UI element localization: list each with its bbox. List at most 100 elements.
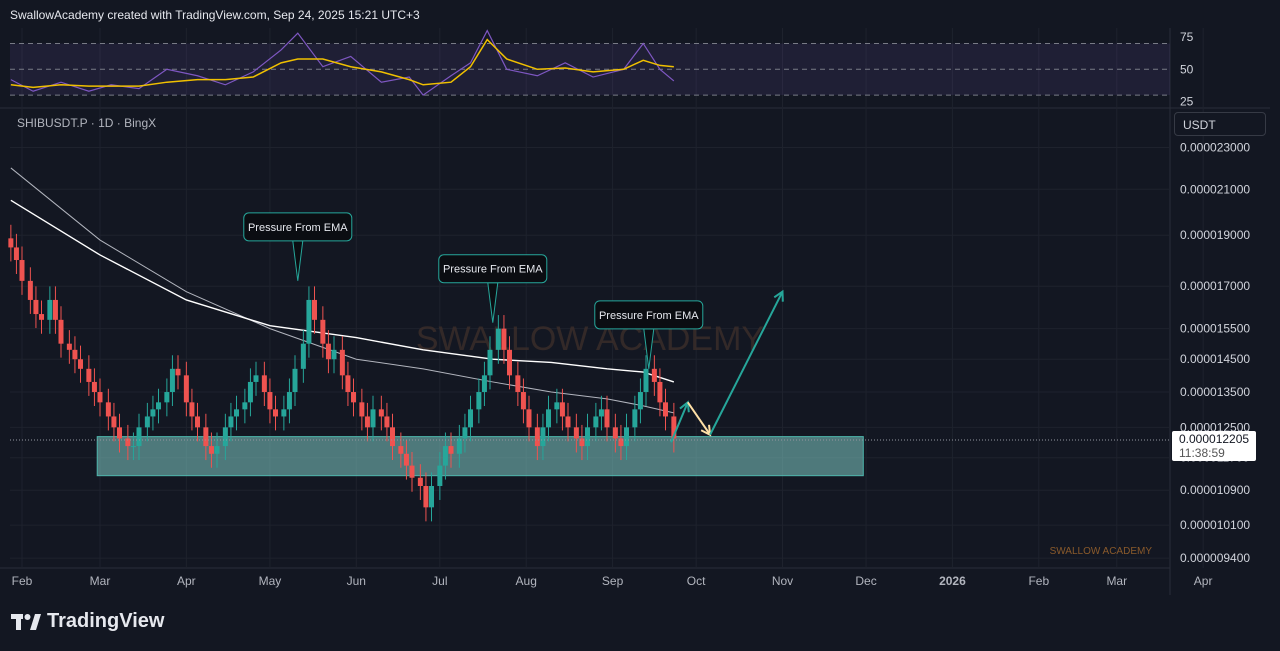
candle-body [195, 416, 200, 428]
callout-box [438, 254, 548, 284]
candle-body [370, 409, 376, 428]
time-tick-label: Apr [177, 574, 196, 588]
candle-body [462, 427, 468, 439]
candle-body [228, 416, 234, 428]
candle-body [125, 438, 131, 447]
candle-body [534, 427, 540, 447]
time-tick-label: Mar [1106, 574, 1127, 588]
time-axis[interactable]: Feb Mar Apr May Jun Jul Aug Sep Oct Nov Dec 2026 Feb… [12, 574, 1213, 588]
candle-body [657, 381, 663, 403]
candle-body [222, 427, 228, 447]
price-tick-label: 0.000010100 [1180, 518, 1250, 532]
candle-body [573, 427, 579, 439]
candle-body [66, 343, 72, 350]
candle-body [292, 368, 298, 393]
price-tick-label: 0.000010900 [1180, 483, 1250, 497]
rsi_ma-line [10, 38, 674, 89]
candle-body [671, 416, 677, 439]
callout-box [243, 212, 353, 242]
candle-body [47, 299, 53, 320]
rsi-indicator [10, 29, 1170, 96]
candle-body [300, 343, 306, 369]
candle-body [130, 446, 136, 448]
candle-body [33, 299, 39, 315]
candle-body [111, 416, 117, 428]
candle-body [52, 299, 58, 320]
candle-body [487, 349, 493, 376]
candle-body [169, 368, 175, 393]
candle-body [13, 247, 19, 261]
candle-body [364, 416, 370, 428]
candle-body [468, 409, 473, 428]
current-price-tag: 0.000012205 11:38:59 [1172, 431, 1256, 461]
candle-body [208, 446, 214, 454]
rsi-axis: 75 50 25 [1180, 30, 1194, 109]
candle-body [306, 299, 312, 344]
candle-body [585, 427, 590, 447]
candle-body [144, 416, 150, 428]
currency-button[interactable]: USDT [1174, 112, 1266, 136]
center-watermark: SWALLOW ACADEMY [416, 320, 764, 358]
candle-body [359, 402, 365, 417]
projection-pullback-arrow [686, 401, 711, 436]
candle-body [234, 409, 239, 417]
candle-body [378, 409, 384, 417]
rsi-tick-label: 25 [1180, 95, 1194, 109]
candle-body [156, 402, 161, 410]
projection-up-arrow [670, 401, 689, 443]
candle-body [507, 349, 512, 376]
callout-pointer [292, 240, 304, 281]
symbol-label[interactable]: SHIBUSDT.P · 1D · BingX [17, 116, 157, 130]
candle-body [423, 486, 429, 508]
projection-arrows [670, 289, 784, 443]
time-tick-label: Feb [12, 574, 33, 588]
candlesticks[interactable] [8, 224, 677, 522]
time-tick-label: Mar [90, 574, 111, 588]
price-axis[interactable]: 0.000023000 0.000021000 0.000019000 0.00001… [1180, 141, 1250, 566]
candle-body [286, 392, 292, 410]
candle-body [384, 416, 390, 428]
time-tick-label: Sep [602, 574, 624, 588]
candle-body [78, 359, 83, 369]
tradingview-logo[interactable]: TradingView [11, 610, 164, 633]
projection-breakout-arrow-head [773, 289, 784, 302]
callout-label: Pressure From EMA [248, 222, 348, 234]
time-tick-label: Nov [772, 574, 793, 588]
candle-body [183, 375, 189, 403]
candle-body [624, 427, 629, 447]
candle-body [618, 438, 624, 447]
candle-body [58, 319, 64, 344]
candle-body [403, 453, 409, 466]
candle-body [526, 409, 532, 428]
candle-body [481, 375, 487, 393]
candle-body [325, 343, 331, 360]
candle-body [495, 328, 501, 350]
candle-body [554, 402, 560, 410]
candle-body [417, 477, 423, 487]
candle-body [442, 446, 448, 466]
candle-body [8, 238, 14, 248]
price-tick-label: 0.000009400 [1180, 551, 1250, 565]
candle-body [27, 280, 33, 300]
price-tick-label: 0.000014500 [1180, 352, 1250, 366]
callout-label: Pressure From EMA [599, 310, 699, 322]
time-tick-label: Oct [687, 574, 706, 588]
bar-countdown: 11:38:59 [1179, 446, 1225, 460]
candle-body [72, 349, 78, 360]
candle-body [501, 328, 507, 350]
candle-body [565, 416, 571, 428]
candle-body [247, 381, 253, 403]
price-tick-label: 0.000023000 [1180, 141, 1250, 155]
price-tick-label: 0.000015500 [1180, 322, 1250, 336]
candle-body [515, 375, 521, 393]
candle-body [540, 427, 546, 447]
candle-body [189, 402, 195, 417]
rsi-tick-label: 50 [1180, 62, 1194, 76]
bottom-watermark: SWALLOW ACADEMY [1050, 546, 1153, 557]
candle-body [39, 314, 44, 320]
candle-body [97, 392, 103, 403]
rsi-tick-label: 75 [1180, 30, 1194, 44]
candle-body [19, 260, 25, 281]
gridlines [10, 28, 1204, 568]
